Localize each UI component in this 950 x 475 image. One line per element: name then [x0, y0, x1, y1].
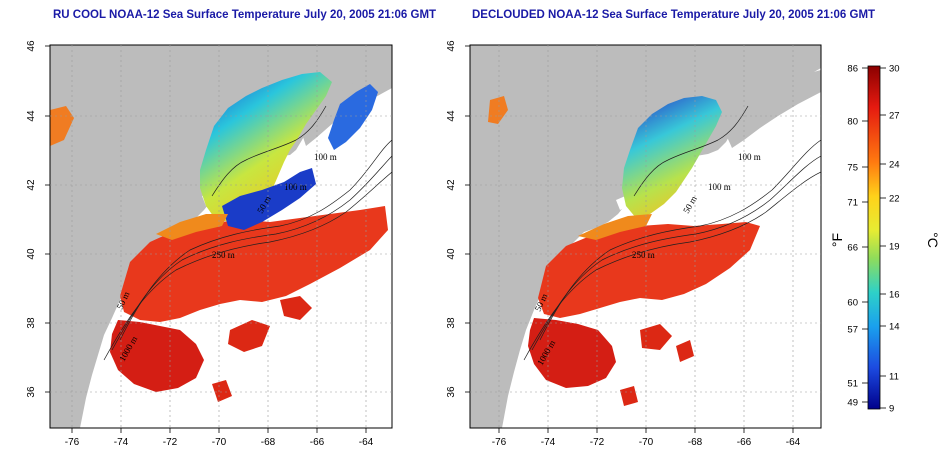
fahrenheit-tick-label: 71: [847, 198, 858, 209]
colorbar-ticks: 86 80 75 71 66 60 57 51 49 30 27 24 22 19 16 14 11 9: [847, 64, 899, 415]
left-map: 100 m 100 m 250 m 50 m 50 m 1000 m: [49, 44, 393, 429]
graticule-gridlines: [50, 45, 821, 428]
right-map-title: DECLOUDED NOAA-12 Sea Surface Temperatur…: [472, 9, 876, 21]
colorbar-gradient: [867, 65, 881, 410]
left-map-frame: [49, 44, 393, 429]
fahrenheit-tick-label: 57: [847, 325, 858, 336]
fahrenheit-tick-label: 75: [847, 163, 858, 174]
left-lat-tick-label: 42: [26, 179, 37, 191]
left-lon-tick-label: -66: [310, 437, 325, 448]
left-lat-tick-label: 38: [26, 317, 37, 329]
right-lat-tick-label: 44: [446, 110, 457, 122]
fahrenheit-tick-label: 49: [847, 398, 858, 409]
celsius-tick-label: 16: [889, 290, 900, 301]
right-lat-tick-label: 38: [446, 317, 457, 329]
right-lat-tick-label: 36: [446, 386, 457, 398]
left-scotian-cold: [328, 84, 378, 150]
fahrenheit-tick-label: 51: [847, 379, 858, 390]
left-gulf-of-maine: [200, 72, 332, 222]
left-lat-tick-label: 36: [26, 386, 37, 398]
right-lat-tick-label: 42: [446, 179, 457, 191]
left-land-mass: [50, 45, 392, 428]
left-orange-shelf: [156, 214, 228, 240]
right-warm-patches: [620, 324, 694, 406]
left-lon-tick-label: -64: [359, 437, 374, 448]
left-lon-tick-label: -76: [65, 437, 80, 448]
right-lon-tick-label: -72: [590, 437, 605, 448]
right-contour-label-100-south: 100 m: [708, 182, 731, 192]
celsius-tick-label: 19: [889, 242, 900, 253]
celsius-tick-label: 30: [889, 64, 900, 75]
right-map-frame: [469, 44, 822, 429]
celsius-tick-label: 14: [889, 322, 900, 333]
right-nova-scotia: [724, 70, 821, 148]
left-lat-tick-label: 44: [26, 110, 37, 122]
left-lon-tick-label: -74: [114, 437, 129, 448]
right-nearshore-patch: [488, 96, 508, 124]
right-bathymetry-contours: [523, 105, 821, 361]
fahrenheit-tick-label: 86: [847, 64, 858, 75]
right-contour-label-250: 250 m: [632, 250, 655, 260]
left-contour-label-100-north: 100 m: [314, 152, 337, 162]
right-lon-tick-label: -74: [541, 437, 556, 448]
celsius-tick-label: 24: [889, 160, 900, 171]
left-lon-tick-label: -70: [212, 437, 227, 448]
left-contour-label-250: 250 m: [212, 250, 235, 260]
right-lon-tick-label: -76: [492, 437, 507, 448]
fahrenheit-tick-label: 66: [847, 243, 858, 254]
right-warm-water-south: [528, 318, 616, 388]
left-bathymetry-contours: [103, 105, 392, 361]
right-gulf-of-maine: [622, 96, 722, 218]
right-lat-tick-label: 46: [446, 40, 457, 52]
left-lat-tick-label: 46: [26, 40, 37, 52]
right-orange-shelf: [578, 214, 652, 240]
fahrenheit-tick-label: 60: [847, 298, 858, 309]
right-contour-label-100-north: 100 m: [738, 152, 761, 162]
left-lon-tick-label: -68: [261, 437, 276, 448]
left-cold-core: [222, 168, 316, 230]
right-lon-tick-label: -66: [737, 437, 752, 448]
right-lon-tick-label: -70: [639, 437, 654, 448]
right-lat-tick-label: 40: [446, 248, 457, 260]
celsius-tick-label: 9: [889, 404, 894, 415]
left-map-title: RU COOL NOAA-12 Sea Surface Temperature …: [53, 9, 437, 21]
fahrenheit-unit-label: °F: [829, 233, 845, 247]
colorbar: 86 80 75 71 66 60 57 51 49 30 27 24 22 19 16 14 11 9 °F °…: [829, 64, 941, 415]
celsius-tick-label: 27: [889, 111, 900, 122]
left-lat-tick-label: 40: [26, 248, 37, 260]
celsius-tick-label: 11: [889, 372, 899, 383]
left-warm-water-south: [110, 320, 204, 392]
right-lon-tick-label: -68: [688, 437, 703, 448]
left-contour-label-100-south: 100 m: [284, 182, 307, 192]
left-warm-patches: [212, 296, 312, 402]
right-warm-water: [538, 222, 760, 318]
right-map: 100 m 100 m 250 m 50 m 50 m 1000 m: [469, 44, 822, 429]
right-land-mass: [470, 45, 821, 428]
celsius-tick-label: 22: [889, 194, 900, 205]
fahrenheit-tick-label: 80: [847, 117, 858, 128]
axis-tick-labels: -76 -74 -72 -70 -68 -66 -64 46 44 42 40 38 36 -76 -74 -…: [26, 40, 801, 448]
left-lon-tick-label: -72: [163, 437, 178, 448]
celsius-unit-label: °C: [925, 232, 941, 248]
right-lon-tick-label: -64: [786, 437, 801, 448]
